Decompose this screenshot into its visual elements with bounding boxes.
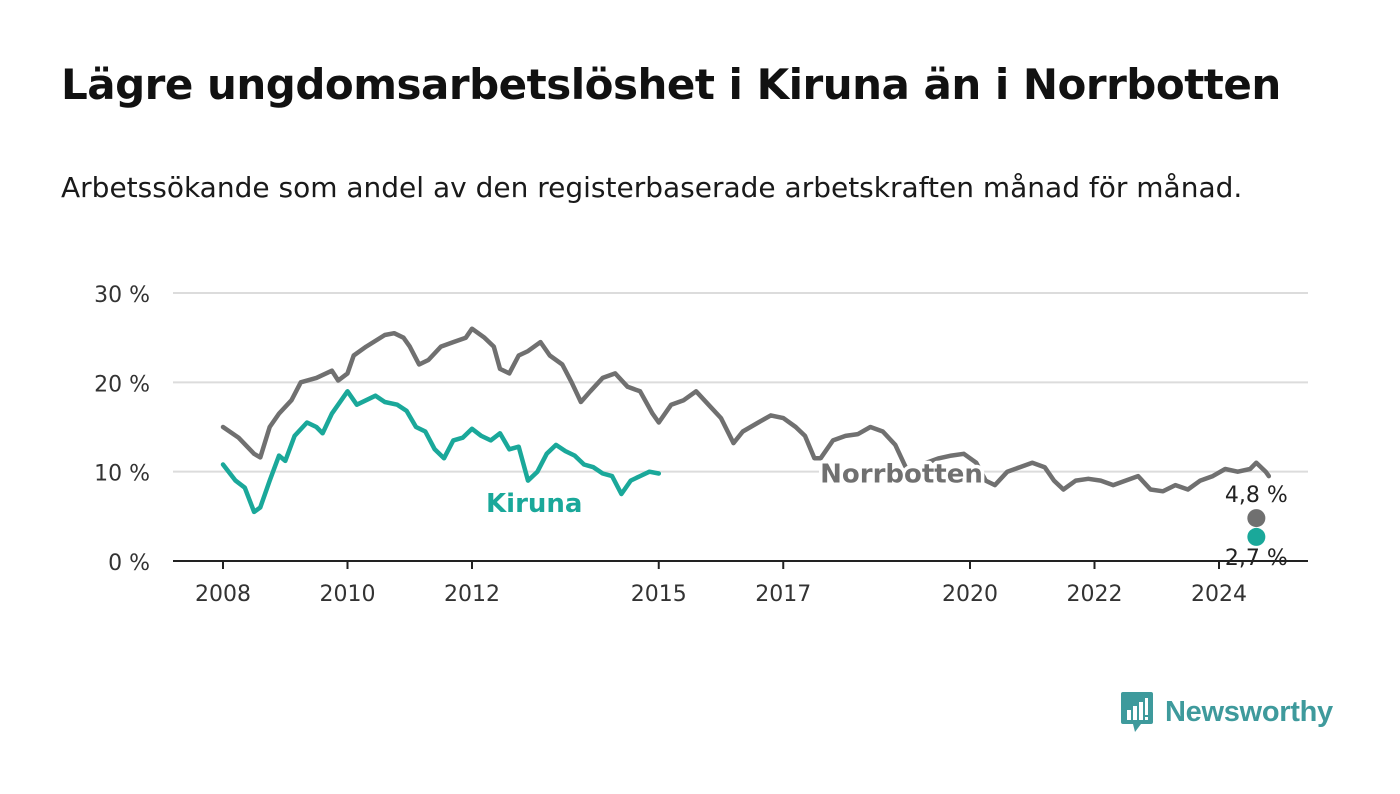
y-tick-label: 0 %: [108, 551, 150, 576]
chart-title: Lägre ungdomsarbetslöshet i Kiruna än i …: [61, 60, 1281, 109]
newsworthy-logo-icon: [1121, 692, 1153, 732]
y-tick-label: 30 %: [94, 283, 150, 308]
y-tick-label: 20 %: [94, 372, 150, 397]
x-tick-label: 2020: [942, 582, 998, 607]
x-tick-label: 2012: [444, 582, 500, 607]
series-name-label-norrbotten: Norrbotten: [820, 460, 983, 490]
x-tick-label: 2008: [195, 582, 251, 607]
chart-subtitle: Arbetssökande som andel av den registerb…: [61, 171, 1243, 204]
series-end-label-norrbotten: 4,8 %: [1225, 483, 1288, 508]
x-tick-label: 2024: [1191, 582, 1247, 607]
series-name-label-kiruna: Kiruna: [486, 489, 582, 519]
series-line-norrbotten: [220, 326, 1272, 494]
series-end-dot-kiruna: [1247, 527, 1266, 546]
series-end-dot-norrbotten: [1247, 509, 1266, 528]
x-tick-label: 2015: [631, 582, 687, 607]
newsworthy-wordmark: Newsworthy: [1165, 695, 1333, 728]
y-tick-label: 10 %: [94, 462, 150, 487]
x-tick-label: 2017: [755, 582, 811, 607]
x-tick-label: 2010: [320, 582, 376, 607]
series-line-kiruna: [220, 389, 662, 515]
series-end-label-kiruna: 2,7 %: [1225, 546, 1288, 571]
newsworthy-logo: Newsworthy: [1119, 690, 1333, 734]
x-tick-label: 2022: [1067, 582, 1123, 607]
